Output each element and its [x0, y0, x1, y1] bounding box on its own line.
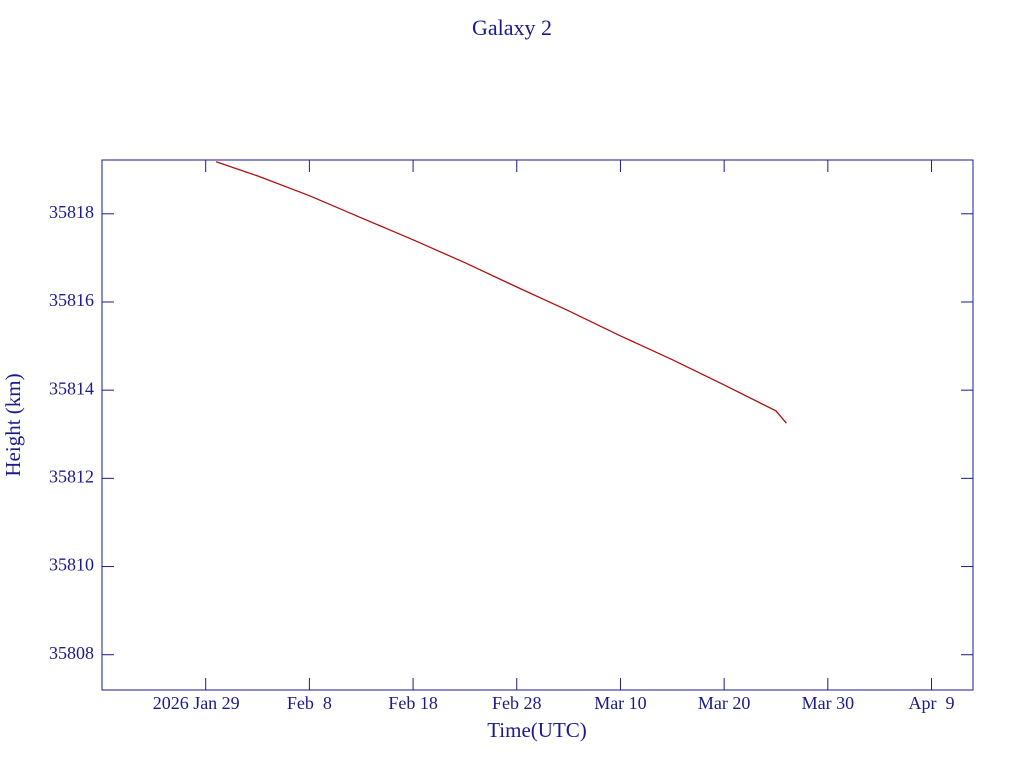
data-line: [215, 161, 787, 424]
chart-title: Galaxy 2: [472, 15, 552, 40]
x-tick-label: Feb 28: [492, 693, 542, 713]
x-tick-label: Feb 8: [287, 693, 332, 713]
x-tick-label: Mar 20: [698, 693, 751, 713]
x-tick-label: Mar 10: [594, 693, 647, 713]
x-tick-label: Feb 18: [388, 693, 438, 713]
x-axis-label: Time(UTC): [487, 718, 587, 742]
y-tick-label: 35812: [49, 466, 94, 486]
y-tick-label: 35818: [49, 202, 94, 222]
y-tick-label: 35808: [49, 643, 94, 663]
y-tick-label: 35816: [49, 290, 94, 310]
x-tick-label: Mar 30: [802, 693, 855, 713]
y-tick-label: 35814: [49, 378, 94, 398]
y-axis-label: Height (km): [1, 373, 25, 476]
x-tick-label: 2026 Jan 29: [153, 693, 240, 713]
x-tick-label: Apr 9: [909, 693, 955, 713]
plot-frame: [101, 159, 974, 691]
y-tick-label: 35810: [49, 555, 94, 575]
